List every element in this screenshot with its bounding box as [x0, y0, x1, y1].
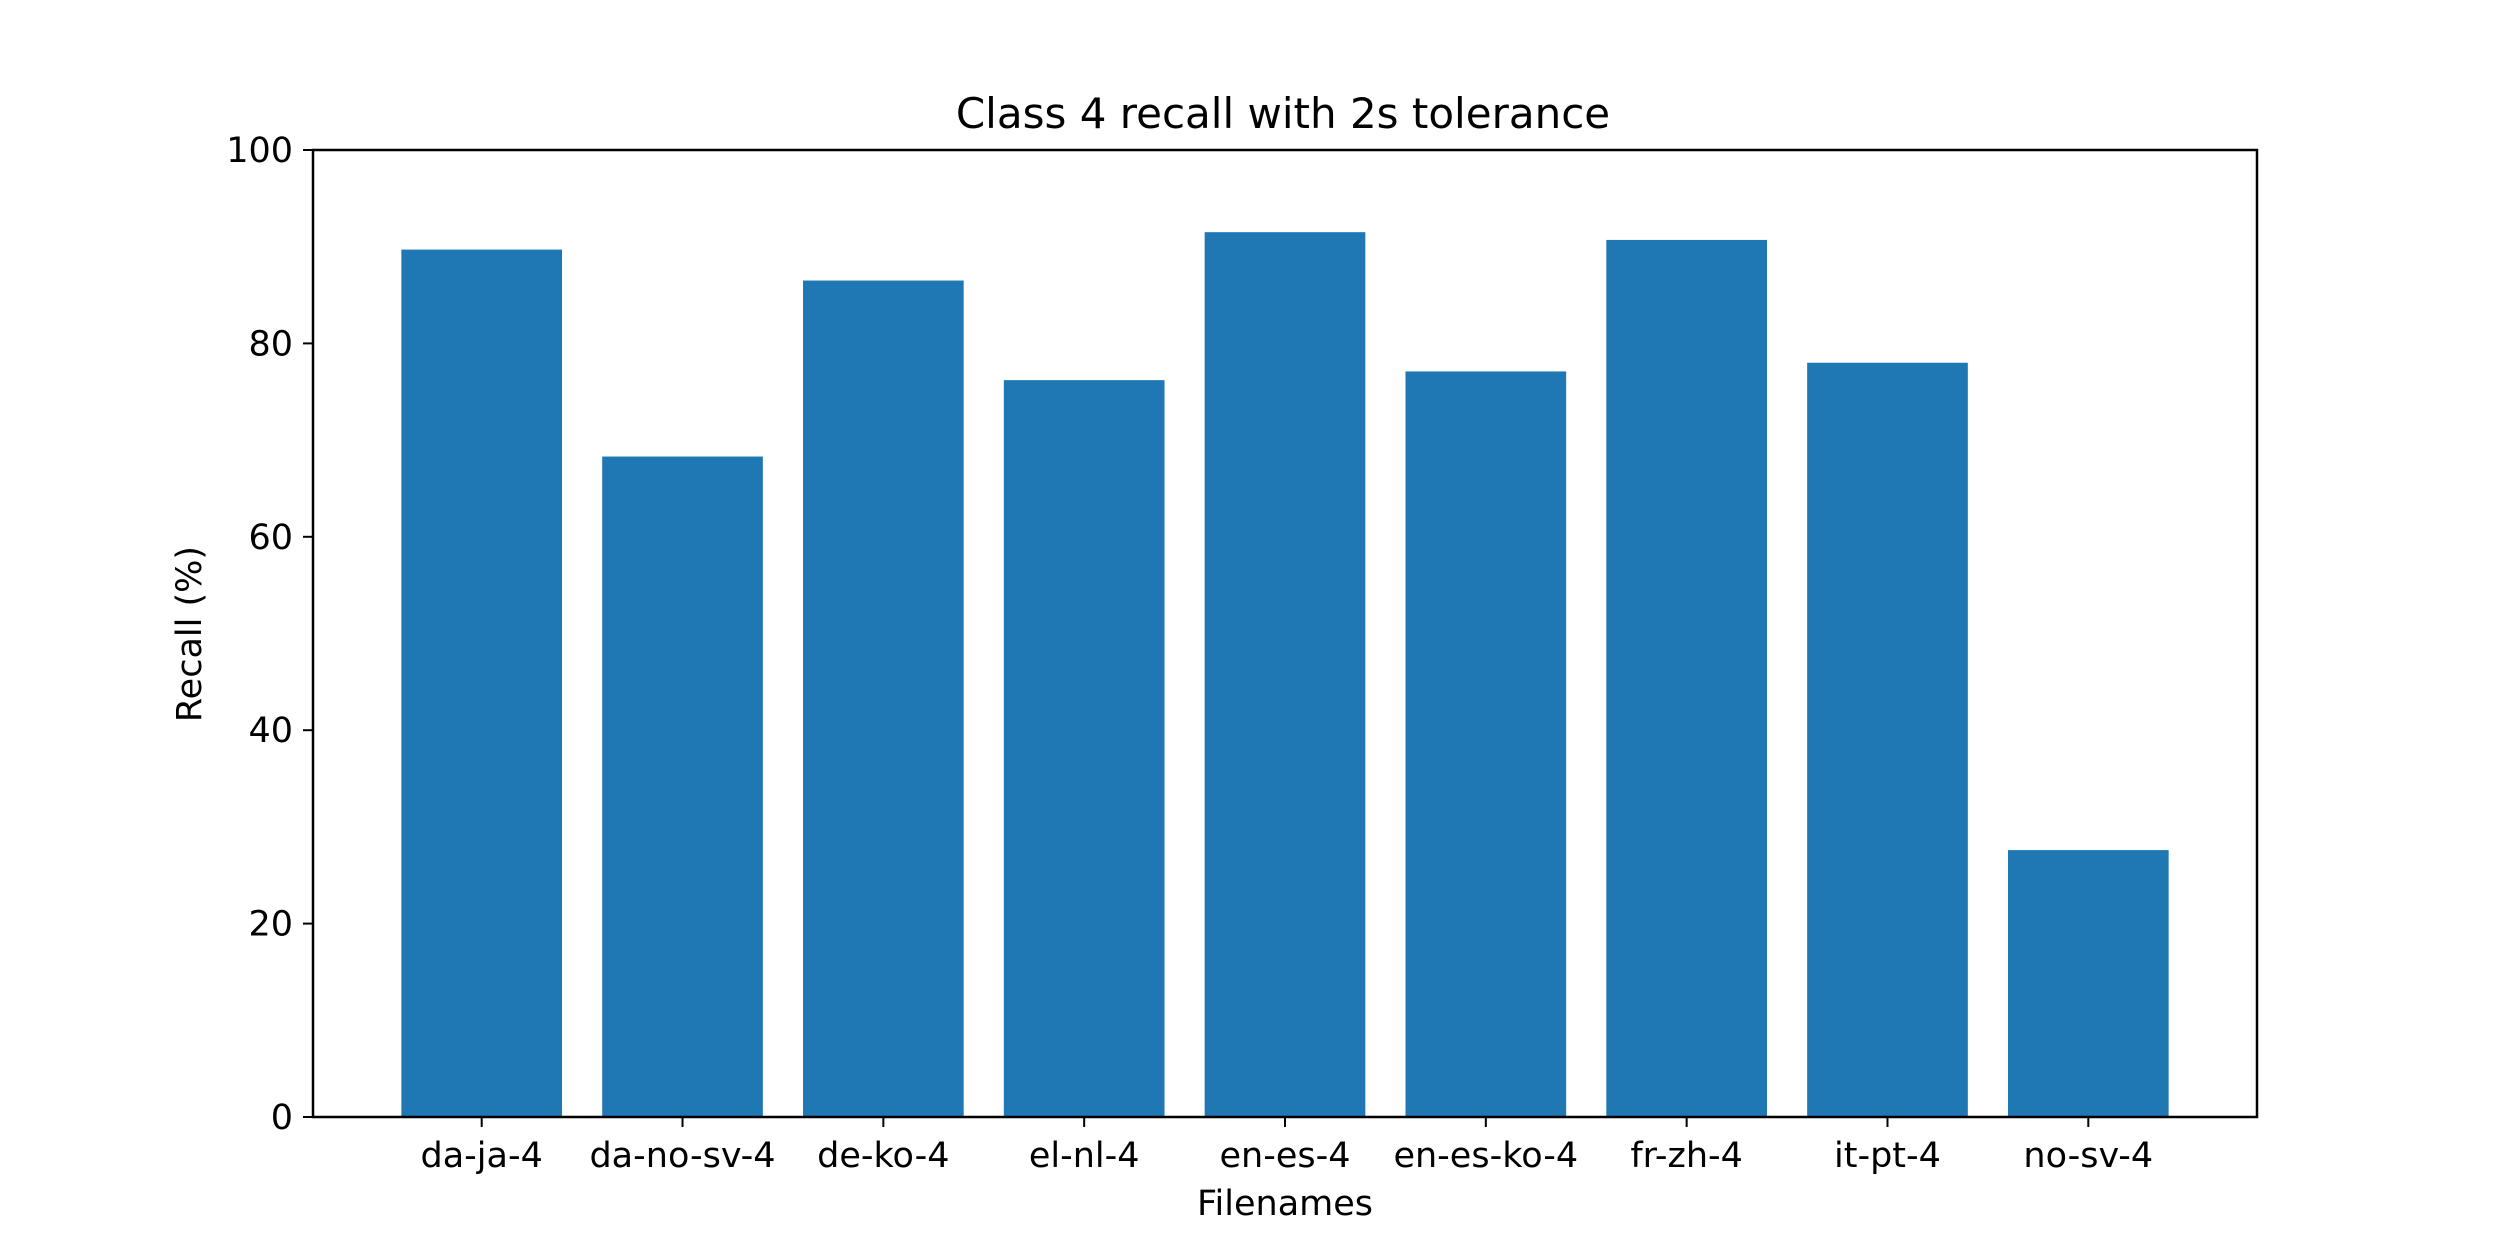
x-axis-label: Filenames — [1197, 1184, 1373, 1224]
y-axis: 0 20 40 60 80 100 — [226, 131, 313, 1138]
y-tick-label: 100 — [226, 131, 293, 171]
bar-en-es-ko-4 — [1405, 371, 1567, 1117]
bar-no-sv-4 — [2007, 850, 2169, 1117]
plot-frame — [311, 148, 2259, 1119]
x-tick-label: el-nl-4 — [1029, 1136, 1140, 1176]
x-tick-label: it-pt-4 — [1834, 1136, 1941, 1176]
bar-de-ko-4 — [803, 280, 964, 1117]
y-tick-label: 40 — [248, 711, 293, 751]
bar-da-no-sv-4 — [602, 456, 763, 1117]
bars-group — [401, 232, 2169, 1118]
x-tick-label: de-ko-4 — [817, 1136, 949, 1176]
x-tick-label: en-es-4 — [1219, 1136, 1350, 1176]
x-tick-label: fr-zh-4 — [1630, 1136, 1743, 1176]
y-axis-label: Recall (%) — [170, 546, 210, 722]
bar-it-pt-4 — [1807, 362, 1968, 1117]
bar-el-nl-4 — [1003, 380, 1165, 1117]
bar-en-es-4 — [1204, 232, 1366, 1117]
x-tick-label: en-es-ko-4 — [1393, 1136, 1578, 1176]
x-tick-label: da-ja-4 — [421, 1136, 543, 1176]
y-tick-label: 80 — [248, 324, 293, 364]
bar-da-ja-4 — [401, 249, 563, 1118]
y-tick-label: 60 — [248, 518, 293, 558]
y-tick-label: 20 — [248, 905, 293, 945]
y-tick-label: 0 — [271, 1098, 293, 1138]
x-tick-label: no-sv-4 — [2023, 1136, 2153, 1176]
chart-title: Class 4 recall with 2s tolerance — [956, 89, 1610, 138]
bar-fr-zh-4 — [1606, 239, 1767, 1117]
x-tick-label: da-no-sv-4 — [589, 1136, 775, 1176]
x-axis: da-ja-4 da-no-sv-4 de-ko-4 el-nl-4 en-es-4 en… — [421, 1117, 2153, 1176]
